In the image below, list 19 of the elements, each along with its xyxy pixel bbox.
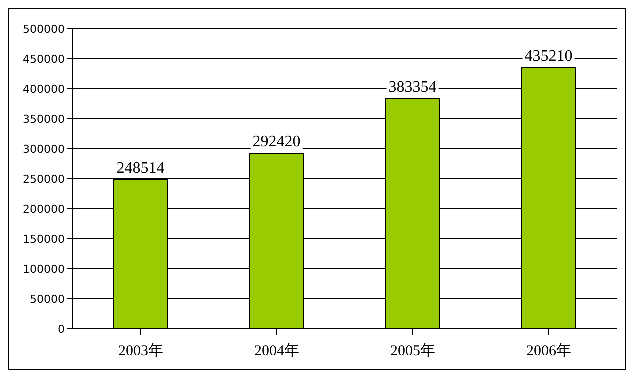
x-tick-label: 2004年 [254,342,300,360]
x-tick-label: 2005年 [390,342,436,360]
y-tick-label: 0 [58,322,65,336]
y-tick-label: 150000 [23,232,65,246]
data-label: 248514 [116,160,165,177]
data-label: 383354 [388,78,437,96]
y-tick-label: 500000 [23,22,65,36]
data-label: 292420 [252,134,301,151]
y-tick-label: 250000 [23,172,65,186]
y-tick-label: 450000 [23,52,65,66]
y-tick-label: 400000 [23,82,65,96]
y-tick-label: 200000 [23,202,65,216]
x-tick-label: 2003年 [118,342,164,360]
y-tick-label: 300000 [23,142,65,156]
y-tick-label: 50000 [30,292,65,306]
data-label: 435210 [524,48,573,65]
y-tick-label: 100000 [23,262,65,276]
y-tick-label: 350000 [23,112,65,126]
x-tick-label: 2006年 [526,342,572,360]
